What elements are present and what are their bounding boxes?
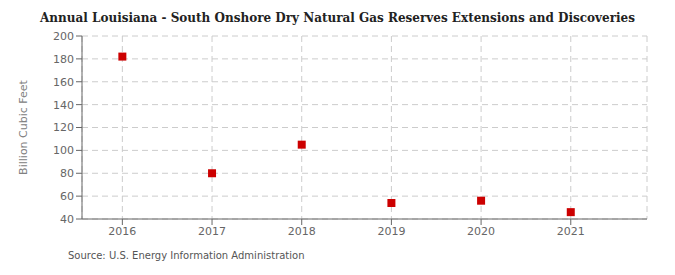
svg-text:2019: 2019 (377, 225, 405, 238)
svg-text:2021: 2021 (557, 225, 585, 238)
svg-text:2017: 2017 (198, 225, 226, 238)
svg-text:80: 80 (60, 167, 74, 180)
svg-text:2020: 2020 (467, 225, 495, 238)
html-text:Source: U.S. Energy Informatio: Source: U.S. Energy Information Administ… (68, 250, 305, 261)
svg-text:2016: 2016 (108, 225, 136, 238)
svg-text:160: 160 (53, 76, 74, 89)
svg-text:120: 120 (53, 121, 74, 134)
svg-text:2018: 2018 (288, 225, 316, 238)
svg-text:100: 100 (53, 144, 74, 157)
svg-text:200: 200 (53, 30, 74, 43)
svg-text:60: 60 (60, 190, 74, 203)
svg-text:Billion Cubic Feet: Billion Cubic Feet (17, 79, 30, 174)
svg-text:40: 40 (60, 213, 74, 226)
svg-text:180: 180 (53, 53, 74, 66)
svg-text:140: 140 (53, 99, 74, 112)
html-text:Annual Louisiana - South Onsho: Annual Louisiana - South Onshore Dry Nat… (40, 11, 635, 25)
